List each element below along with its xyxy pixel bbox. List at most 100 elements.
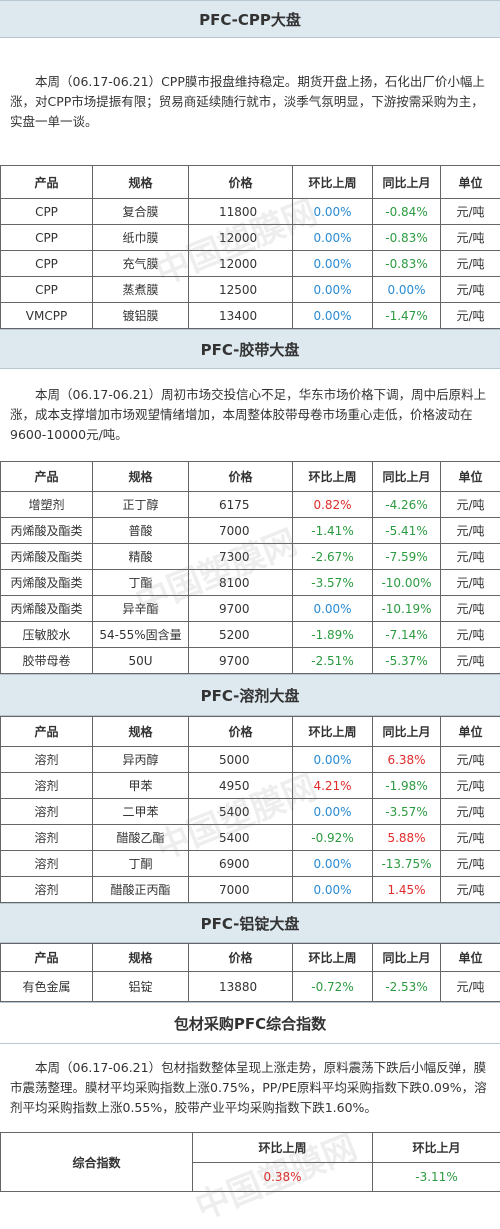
table-cell: -0.83% xyxy=(373,251,441,277)
table-cell: -10.00% xyxy=(373,570,441,596)
table-cell: 元/吨 xyxy=(441,622,500,648)
index-value: -3.11% xyxy=(373,1163,500,1192)
table-cell: CPP xyxy=(1,277,93,303)
table-cell: 镀铝膜 xyxy=(93,303,189,329)
table-cell: 4950 xyxy=(189,773,293,799)
table-cell: CPP xyxy=(1,251,93,277)
section-title: PFC-溶剂大盘 xyxy=(0,674,500,716)
column-header: 规格 xyxy=(93,166,189,199)
table-cell: -13.75% xyxy=(373,851,441,877)
table-cell: 溶剂 xyxy=(1,799,93,825)
table-cell: 0.00% xyxy=(293,851,373,877)
table-cell: 6900 xyxy=(189,851,293,877)
index-label: 综合指数 xyxy=(1,1133,193,1192)
table-cell: 元/吨 xyxy=(441,277,500,303)
table-cell: 溶剂 xyxy=(1,877,93,903)
header-row: 综合指数环比上周环比上月 xyxy=(1,1133,500,1163)
table-cell: 0.00% xyxy=(293,747,373,773)
table-cell: -3.57% xyxy=(293,570,373,596)
table-cell: -0.83% xyxy=(373,225,441,251)
table-cell: 13880 xyxy=(189,972,293,1002)
table-cell: 元/吨 xyxy=(441,518,500,544)
table-cell: 丙烯酸及酯类 xyxy=(1,544,93,570)
table-cell: -2.67% xyxy=(293,544,373,570)
table-cell: 二甲苯 xyxy=(93,799,189,825)
table-cell: -4.26% xyxy=(373,492,441,518)
column-header: 价格 xyxy=(189,462,293,492)
table-cell: 5400 xyxy=(189,825,293,851)
table-cell: 胶带母卷 xyxy=(1,648,93,674)
table-cell: 5400 xyxy=(189,799,293,825)
table-cell: -2.51% xyxy=(293,648,373,674)
table-cell: -2.53% xyxy=(373,972,441,1002)
table-cell: 元/吨 xyxy=(441,972,500,1002)
column-header: 单位 xyxy=(441,944,500,972)
column-header: 同比上月 xyxy=(373,944,441,972)
column-header: 价格 xyxy=(189,166,293,199)
table-cell: 精酸 xyxy=(93,544,189,570)
column-header: 同比上月 xyxy=(373,717,441,747)
column-header: 环比上周 xyxy=(293,944,373,972)
table-cell: 丁酯 xyxy=(93,570,189,596)
table-cell: 12000 xyxy=(189,251,293,277)
table-cell: -7.14% xyxy=(373,622,441,648)
table-cell: 丙烯酸及酯类 xyxy=(1,596,93,622)
table-cell: 元/吨 xyxy=(441,596,500,622)
table-cell: 13400 xyxy=(189,303,293,329)
table-cell: 铝锭 xyxy=(93,972,189,1002)
column-header: 规格 xyxy=(93,462,189,492)
table-cell: 压敏胶水 xyxy=(1,622,93,648)
column-header: 环比上周 xyxy=(293,462,373,492)
table-cell: 增塑剂 xyxy=(1,492,93,518)
table-cell: 丁酮 xyxy=(93,851,189,877)
table-cell: 蒸煮膜 xyxy=(93,277,189,303)
table-cell: 有色金属 xyxy=(1,972,93,1002)
table-cell: 0.00% xyxy=(293,799,373,825)
table-cell: 丙烯酸及酯类 xyxy=(1,570,93,596)
table-cell: 异丙醇 xyxy=(93,747,189,773)
table-cell: -0.72% xyxy=(293,972,373,1002)
table-cell: 0.00% xyxy=(293,225,373,251)
table-cell: 7000 xyxy=(189,877,293,903)
table-cell: 元/吨 xyxy=(441,799,500,825)
header-row: 产品规格价格环比上周同比上月单位 xyxy=(1,944,500,972)
table-cell: 复合膜 xyxy=(93,199,189,225)
table-cell: 元/吨 xyxy=(441,877,500,903)
table-cell: -0.92% xyxy=(293,825,373,851)
column-header: 规格 xyxy=(93,944,189,972)
table-cell: -7.59% xyxy=(373,544,441,570)
column-header: 单位 xyxy=(441,462,500,492)
table-cell: 溶剂 xyxy=(1,825,93,851)
table-cell: 醋酸正丙酯 xyxy=(93,877,189,903)
table-cell: 元/吨 xyxy=(441,851,500,877)
column-header: 环比上月 xyxy=(373,1133,500,1163)
table-cell: 6.38% xyxy=(373,747,441,773)
table-cell: 0.00% xyxy=(293,877,373,903)
table-cell: 元/吨 xyxy=(441,570,500,596)
header-row: 产品规格价格环比上周同比上月单位 xyxy=(1,166,500,199)
table-cell: 9700 xyxy=(189,596,293,622)
table-cell: 元/吨 xyxy=(441,648,500,674)
table-cell: 充气膜 xyxy=(93,251,189,277)
table-cell: 7300 xyxy=(189,544,293,570)
table-cell: 0.00% xyxy=(293,596,373,622)
header-row: 产品规格价格环比上周同比上月单位 xyxy=(1,717,500,747)
table-cell: 8100 xyxy=(189,570,293,596)
section-text: 本周（06.17-06.21）包材指数整体呈现上涨走势，原料震荡下跌后小幅反弹，… xyxy=(0,1044,500,1132)
table-cell: 元/吨 xyxy=(441,544,500,570)
table-cell: 甲苯 xyxy=(93,773,189,799)
column-header: 环比上周 xyxy=(293,717,373,747)
section-title: 包材采购PFC综合指数 xyxy=(0,1002,500,1044)
column-header: 同比上月 xyxy=(373,462,441,492)
column-header: 产品 xyxy=(1,717,93,747)
table-cell: 0.00% xyxy=(293,199,373,225)
header-row: 产品规格价格环比上周同比上月单位 xyxy=(1,462,500,492)
